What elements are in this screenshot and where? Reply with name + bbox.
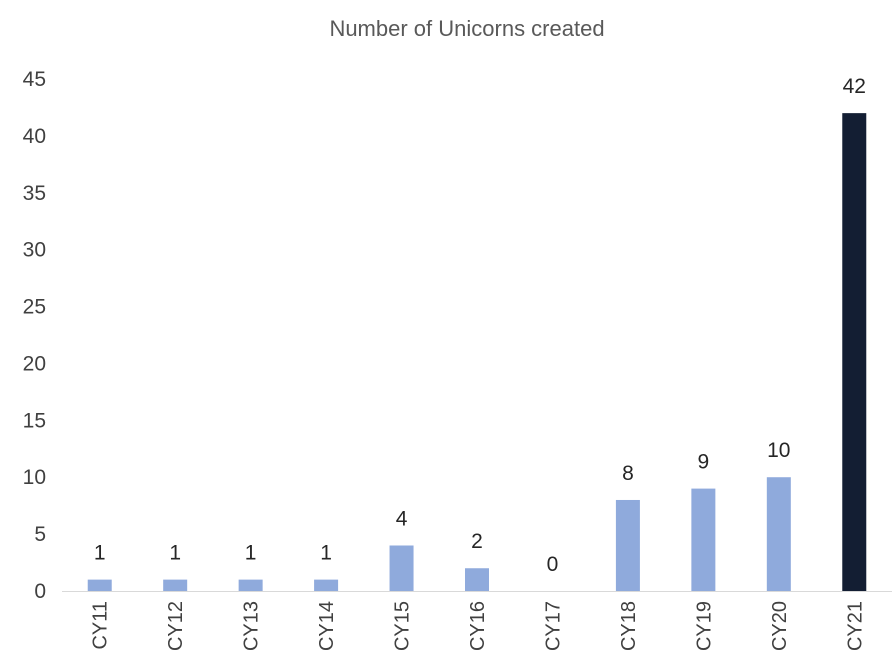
y-tick-label: 45 xyxy=(23,68,46,91)
y-tick-label: 10 xyxy=(23,466,46,489)
bar-cy11 xyxy=(87,579,112,591)
bar-cy16 xyxy=(465,568,489,591)
data-label: 42 xyxy=(843,75,866,98)
data-label: 4 xyxy=(396,507,408,530)
data-label: 0 xyxy=(547,553,559,576)
bar-cy19 xyxy=(691,488,716,591)
x-tick-label: CY21 xyxy=(844,601,866,651)
x-tick-label: CY20 xyxy=(769,601,791,651)
y-tick-label: 20 xyxy=(23,352,46,375)
x-axis-ticks: CY11 CY12 CY13 CY14 CY15 CY16 CY17 CY18 CY19 CY20… xyxy=(90,601,867,651)
data-label: 9 xyxy=(698,451,710,474)
x-tick-label: CY11 xyxy=(90,601,112,650)
x-tick-label: CY19 xyxy=(693,601,715,651)
bar-cy13 xyxy=(238,579,263,591)
x-tick-label: CY12 xyxy=(165,601,187,651)
data-label: 8 xyxy=(622,462,634,485)
x-tick-label: CY13 xyxy=(241,601,263,651)
y-tick-label: 25 xyxy=(23,296,46,319)
bar-cy15 xyxy=(389,545,414,591)
bar-cy21 xyxy=(842,113,867,591)
x-tick-label: CY16 xyxy=(467,601,489,651)
bar-cy12 xyxy=(163,579,188,591)
x-tick-label: CY18 xyxy=(618,601,640,651)
data-label: 1 xyxy=(320,542,332,565)
data-label: 1 xyxy=(169,542,181,565)
data-label: 1 xyxy=(94,542,106,565)
x-tick-label: CY15 xyxy=(392,601,414,651)
chart-title: Number of Unicorns created xyxy=(329,16,604,41)
data-label: 10 xyxy=(767,439,790,462)
y-tick-label: 5 xyxy=(34,523,46,546)
x-tick-label: CY14 xyxy=(316,601,338,651)
data-label: 1 xyxy=(245,542,257,565)
y-tick-label: 0 xyxy=(34,580,46,603)
y-tick-label: 30 xyxy=(23,239,46,262)
y-axis-ticks: 0 5 10 15 20 25 30 35 40 45 xyxy=(23,68,46,603)
y-tick-label: 35 xyxy=(23,182,46,205)
bar-cy18 xyxy=(615,499,640,591)
bar-cy20 xyxy=(766,477,791,591)
x-tick-label: CY17 xyxy=(542,601,564,651)
y-tick-label: 40 xyxy=(23,125,46,148)
bar-cy14 xyxy=(314,579,339,591)
data-label: 2 xyxy=(471,530,483,553)
bars xyxy=(87,113,867,591)
y-tick-label: 15 xyxy=(23,409,46,432)
